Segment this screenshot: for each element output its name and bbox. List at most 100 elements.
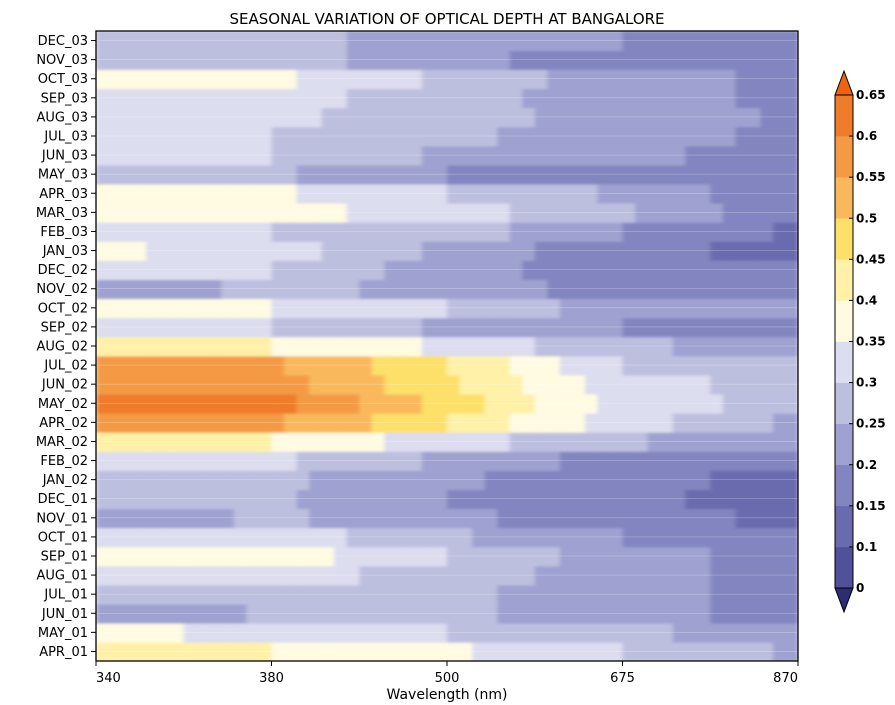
heatmap-cell	[559, 565, 574, 586]
heatmap-cell	[747, 69, 762, 90]
heatmap-cell	[334, 241, 348, 261]
heatmap-cell	[597, 546, 611, 567]
heatmap-cell	[747, 221, 762, 242]
heatmap-cell	[146, 451, 160, 471]
heatmap-cell	[697, 69, 712, 90]
heatmap-cell	[760, 412, 774, 433]
heatmap-cell	[522, 241, 536, 261]
heatmap-cell	[158, 183, 173, 204]
heatmap-cell	[309, 50, 323, 70]
heatmap-cell	[447, 202, 461, 223]
heatmap-cell	[597, 221, 611, 242]
heatmap-cell	[747, 31, 762, 51]
heatmap-cell	[96, 241, 110, 261]
heatmap-cell	[509, 622, 524, 643]
heatmap-cell	[208, 355, 223, 376]
heatmap-cell	[447, 336, 461, 357]
heatmap-cell	[258, 50, 273, 70]
heatmap-cell	[196, 470, 210, 490]
colorbar-label: 0.55	[856, 170, 886, 184]
heatmap-cell	[559, 221, 574, 242]
heatmap-cell	[447, 88, 461, 109]
heatmap-cell	[735, 88, 749, 109]
heatmap-cell	[346, 412, 361, 433]
heatmap-cell	[760, 317, 774, 338]
heatmap-cell	[384, 336, 398, 357]
heatmap-cell	[321, 126, 335, 147]
heatmap-cell	[146, 393, 160, 414]
heatmap-cell	[133, 202, 147, 223]
heatmap-cell	[785, 508, 798, 529]
heatmap-cell	[258, 31, 273, 51]
heatmap-cell	[772, 183, 787, 204]
heatmap-cell	[121, 69, 135, 90]
heatmap-cell	[346, 374, 361, 395]
heatmap-cell	[609, 107, 624, 128]
heatmap-cell	[246, 221, 260, 242]
heatmap-cell	[647, 393, 661, 414]
heatmap-cell	[785, 565, 798, 586]
heatmap-cell	[472, 336, 486, 357]
heatmap-cell	[660, 107, 674, 128]
heatmap-cell	[635, 603, 649, 624]
heatmap-cell	[158, 107, 173, 128]
heatmap-cell	[534, 355, 549, 376]
heatmap-cell	[459, 527, 473, 548]
heatmap-cell	[246, 412, 260, 433]
heatmap-cell	[108, 527, 122, 548]
heatmap-cell	[785, 546, 798, 567]
x-tick-label: 675	[610, 671, 635, 686]
heatmap-cell	[359, 508, 373, 529]
heatmap-cell	[133, 126, 147, 147]
heatmap-cell	[321, 241, 335, 261]
heatmap-cell	[559, 431, 574, 452]
heatmap-cell	[472, 107, 486, 128]
heatmap-cell	[371, 145, 386, 166]
heatmap-cell	[710, 470, 724, 490]
heatmap-cell	[597, 374, 611, 395]
heatmap-cell	[735, 355, 749, 376]
heatmap-cell	[233, 317, 248, 338]
heatmap-cell	[497, 622, 511, 643]
heatmap-cell	[96, 202, 110, 223]
heatmap-cell	[522, 50, 536, 70]
heatmap-cell	[371, 412, 386, 433]
heatmap-cell	[672, 546, 686, 567]
heatmap-cell	[321, 393, 335, 414]
heatmap-cell	[396, 336, 411, 357]
heatmap-cell	[785, 69, 798, 90]
heatmap-cell	[321, 489, 335, 510]
heatmap-cell	[409, 584, 423, 605]
heatmap-cell	[271, 603, 285, 624]
heatmap-cell	[484, 298, 498, 319]
heatmap-cell	[459, 546, 473, 567]
heatmap-cell	[146, 527, 160, 548]
heatmap-cell	[572, 260, 586, 280]
heatmap-cell	[660, 317, 674, 338]
heatmap-cell	[747, 470, 762, 490]
heatmap-cell	[522, 31, 536, 51]
y-tick-label: JUL_01	[43, 588, 88, 603]
heatmap-cell	[183, 603, 198, 624]
heatmap-cell	[196, 298, 210, 319]
heatmap-cell	[384, 374, 398, 395]
heatmap-cell	[459, 50, 473, 70]
heatmap-cell	[547, 183, 561, 204]
heatmap-cell	[534, 221, 549, 242]
heatmap-cell	[459, 31, 473, 51]
heatmap-cell	[572, 126, 586, 147]
colorbar-label: 0.4	[856, 293, 877, 307]
heatmap-cell	[346, 584, 361, 605]
heatmap-cell	[722, 317, 737, 338]
heatmap-cell	[722, 470, 737, 490]
heatmap-cell	[697, 565, 712, 586]
heatmap-cell	[785, 622, 798, 643]
heatmap-cell	[772, 412, 787, 433]
heatmap-cell	[710, 69, 724, 90]
heatmap-cell	[171, 412, 185, 433]
heatmap-cell	[484, 88, 498, 109]
heatmap-cell	[635, 298, 649, 319]
heatmap-cell	[672, 107, 686, 128]
heatmap-cell	[396, 603, 411, 624]
heatmap-cell	[208, 50, 223, 70]
